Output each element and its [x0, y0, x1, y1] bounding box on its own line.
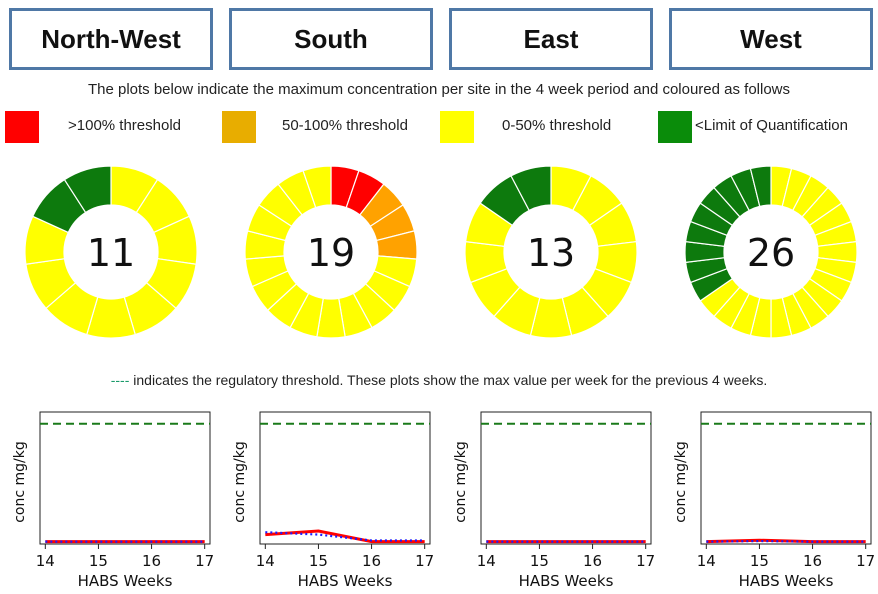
donut-chart-east: 13: [464, 165, 638, 339]
legend-swatch-yellow: [440, 111, 474, 143]
x-tick-label: 14: [36, 552, 55, 570]
donut-center-label: 11: [87, 231, 135, 275]
x-tick-label: 16: [142, 552, 161, 570]
donut-segment: [510, 165, 552, 212]
threshold-note: ---- indicates the regulatory threshold.…: [0, 372, 878, 388]
series-line-blue: [706, 539, 866, 543]
y-axis-label: conc mg/kg: [453, 441, 469, 523]
x-axis-label: HABS Weeks: [78, 572, 173, 590]
x-tick-label: 17: [195, 552, 214, 570]
donut-segment: [302, 165, 332, 209]
description-text: The plots below indicate the maximum con…: [87, 81, 791, 98]
line-plot-south: 14 15 16 17 HABS Weeks conc mg/kg: [232, 411, 434, 590]
region-box-west: West: [669, 8, 873, 70]
threshold-note-text: indicates the regulatory threshold. Thes…: [129, 372, 768, 388]
donut-center-label: 13: [527, 231, 575, 275]
x-tick-label: 17: [856, 552, 875, 570]
x-tick-label: 15: [89, 552, 108, 570]
donut-segment: [749, 165, 772, 208]
donut-center-label: 19: [307, 231, 355, 275]
plot-frame: [700, 411, 872, 545]
x-tick-label: 15: [750, 552, 769, 570]
region-box-south: South: [229, 8, 433, 70]
y-axis-label: conc mg/kg: [673, 441, 689, 523]
x-tick-label: 15: [309, 552, 328, 570]
region-title: East: [523, 23, 579, 54]
x-axis-label: HABS Weeks: [739, 572, 834, 590]
donut-chart-west: 26: [684, 165, 858, 339]
region-title: West: [740, 23, 802, 54]
plot-frame: [259, 411, 431, 545]
line-plot-north-west: 14 15 16 17 HABS Weeks conc mg/kg: [12, 411, 214, 590]
series-line-blue: [265, 531, 425, 542]
region-box-east: East: [449, 8, 653, 70]
x-tick-label: 14: [477, 552, 496, 570]
plot-frame: [39, 411, 211, 545]
x-tick-label: 15: [530, 552, 549, 570]
region-box-north-west: North-West: [9, 8, 213, 70]
donut-center-label: 26: [747, 231, 795, 275]
x-tick-label: 14: [256, 552, 275, 570]
x-tick-label: 16: [803, 552, 822, 570]
line-plot-east: 14 15 16 17 HABS Weeks conc mg/kg: [453, 411, 655, 590]
x-tick-label: 16: [583, 552, 602, 570]
region-title: North-West: [41, 23, 181, 54]
x-tick-label: 17: [636, 552, 655, 570]
threshold-dash-sample: ----: [110, 372, 130, 388]
x-axis-label: HABS Weeks: [519, 572, 614, 590]
legend-swatch-red: [5, 111, 39, 143]
region-title: South: [294, 23, 368, 54]
legend-label: 50-100% threshold: [282, 117, 408, 134]
line-plot-west: 14 15 16 17 HABS Weeks conc mg/kg: [673, 411, 875, 590]
donut-chart-south: 19: [244, 165, 418, 339]
plot-frame: [480, 411, 652, 545]
x-tick-label: 17: [415, 552, 434, 570]
x-tick-label: 14: [697, 552, 716, 570]
x-tick-label: 16: [362, 552, 381, 570]
y-axis-label: conc mg/kg: [232, 441, 248, 523]
legend-label: 0-50% threshold: [502, 117, 612, 134]
donut-chart-north-west: 11: [24, 165, 198, 339]
legend-swatch-orange: [222, 111, 256, 143]
legend-label: <Limit of Quantification: [695, 117, 848, 134]
legend-swatch-green: [658, 111, 692, 143]
donut-segment: [63, 165, 112, 214]
x-axis-label: HABS Weeks: [298, 572, 393, 590]
legend-label: >100% threshold: [68, 117, 181, 134]
y-axis-label: conc mg/kg: [12, 441, 28, 523]
